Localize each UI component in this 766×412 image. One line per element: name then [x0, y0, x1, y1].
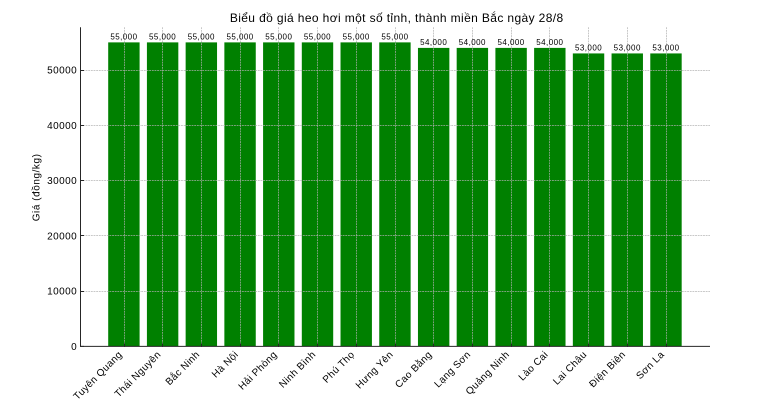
svg-text:54,000: 54,000: [420, 38, 447, 47]
svg-text:55,000: 55,000: [226, 32, 253, 41]
svg-text:55,000: 55,000: [265, 32, 292, 41]
svg-text:Giá (đồng/kg): Giá (đồng/kg): [31, 154, 43, 222]
svg-text:53,000: 53,000: [652, 44, 679, 53]
svg-text:55,000: 55,000: [110, 32, 137, 41]
svg-text:50000: 50000: [47, 66, 77, 77]
svg-text:55,000: 55,000: [149, 32, 176, 41]
svg-text:53,000: 53,000: [614, 44, 641, 53]
svg-text:54,000: 54,000: [536, 38, 563, 47]
svg-text:54,000: 54,000: [498, 38, 525, 47]
svg-text:55,000: 55,000: [343, 32, 370, 41]
svg-text:30000: 30000: [47, 176, 77, 187]
svg-text:55,000: 55,000: [381, 32, 408, 41]
svg-text:40000: 40000: [47, 121, 77, 132]
svg-text:55,000: 55,000: [188, 32, 215, 41]
svg-text:10000: 10000: [47, 287, 77, 298]
svg-text:55,000: 55,000: [304, 32, 331, 41]
svg-text:53,000: 53,000: [575, 44, 602, 53]
svg-text:54,000: 54,000: [459, 38, 486, 47]
svg-text:0: 0: [71, 342, 77, 353]
svg-text:Biểu đồ giá heo hơi một số tỉn: Biểu đồ giá heo hơi một số tỉnh, thành m…: [230, 10, 564, 25]
svg-text:20000: 20000: [47, 231, 77, 242]
